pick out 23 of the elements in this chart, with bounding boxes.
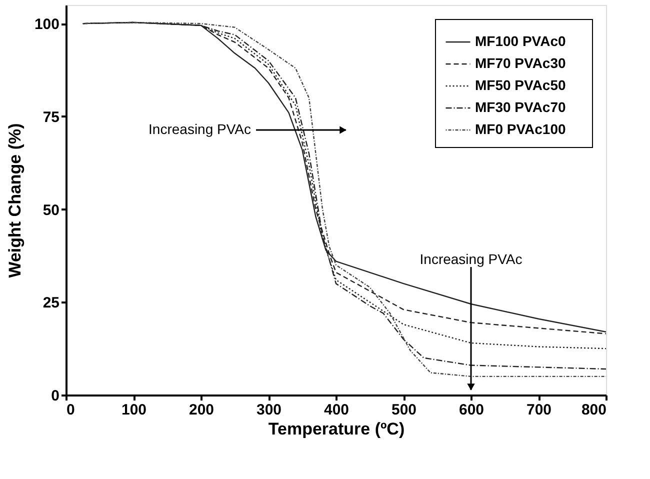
x-tick-label: 800 — [581, 402, 606, 418]
x-tick-label: 200 — [188, 402, 214, 418]
legend-label: MF100 PVAc0 — [475, 33, 566, 49]
annotation: Increasing PVAc — [148, 121, 251, 137]
y-tick-label: 50 — [42, 202, 60, 219]
x-tick-label: 500 — [391, 402, 417, 418]
legend-label: MF0 PVAc100 — [475, 121, 566, 137]
x-tick-label: 700 — [526, 402, 552, 418]
x-tick-label: 400 — [324, 402, 350, 418]
x-tick-label: 100 — [121, 402, 147, 418]
x-tick-label: 0 — [66, 402, 75, 418]
x-tick-label: 600 — [458, 402, 484, 418]
y-tick-label: 25 — [42, 294, 60, 312]
y-axis-title: Weight Change (%) — [5, 123, 24, 278]
legend-label: MF70 PVAc30 — [475, 55, 566, 71]
x-axis-title: Temperature (ºC) — [268, 420, 405, 438]
annotation: Increasing PVAc — [420, 251, 522, 267]
legend-label: MF50 PVAc50 — [475, 77, 566, 93]
y-tick-label: 100 — [34, 16, 60, 34]
y-tick-label: 0 — [51, 388, 60, 404]
legend-label: MF30 PVAc70 — [475, 99, 566, 115]
y-tick-label: 75 — [42, 108, 60, 126]
x-tick-label: 300 — [256, 402, 282, 418]
